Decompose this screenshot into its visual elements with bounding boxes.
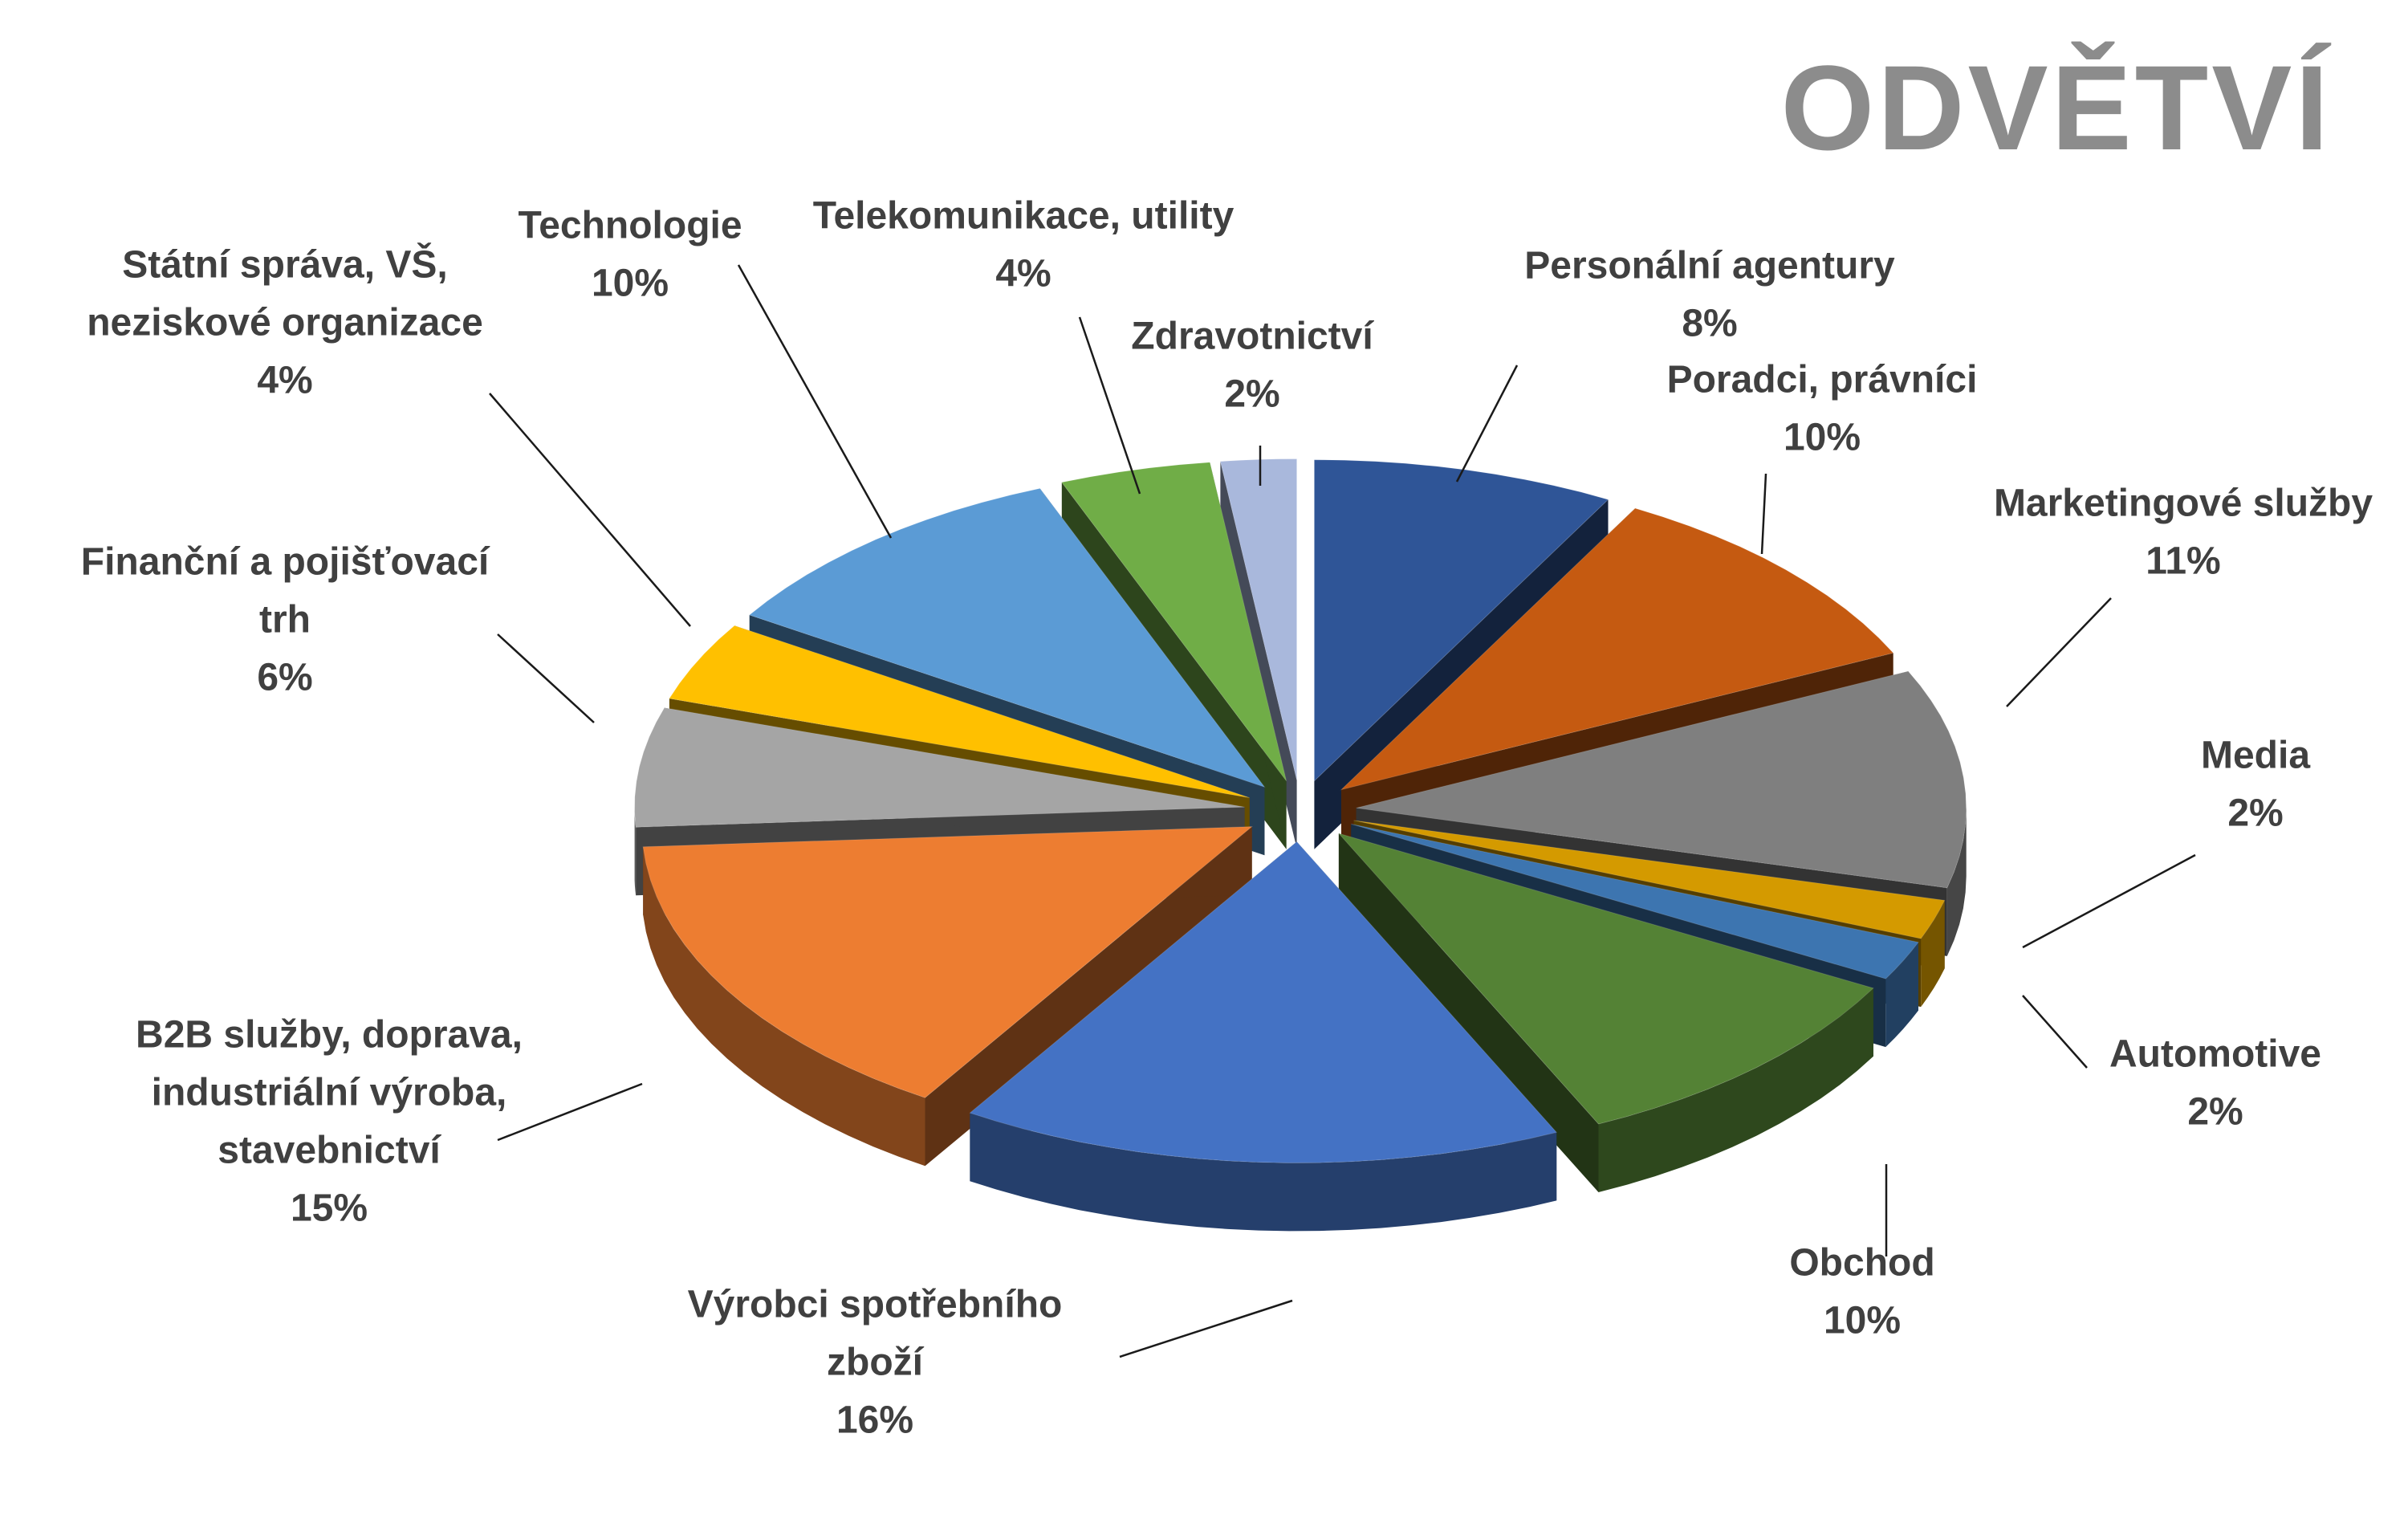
leader-line-2 bbox=[2006, 597, 2112, 707]
slice-label-4-line-0: Automotive bbox=[2109, 1033, 2321, 1076]
slice-label-4-line-1: 2% bbox=[2187, 1091, 2243, 1134]
slice-6 bbox=[969, 841, 1558, 1163]
leader-line-6 bbox=[1119, 1299, 1293, 1358]
slice-5-side-1 bbox=[1338, 833, 1599, 1192]
slice-label-3-line-0: Media bbox=[2201, 735, 2310, 777]
slice-label-5-line-0: Obchod bbox=[1789, 1242, 1934, 1285]
slice-label-9-line-0: Státní správa, VŠ, bbox=[122, 242, 448, 287]
slice-label-8-line-1: trh bbox=[259, 599, 311, 641]
leader-line-0 bbox=[1455, 364, 1519, 483]
slice-10 bbox=[748, 487, 1266, 788]
slice-label-7-line-2: stavebnictví bbox=[218, 1130, 441, 1172]
leader-line-1 bbox=[1760, 473, 1767, 555]
slice-label-11-line-0: Telekomunikace, utility bbox=[813, 195, 1235, 238]
leader-line-4 bbox=[2022, 995, 2088, 1069]
slice-7 bbox=[642, 826, 1254, 1098]
slice-4-wall-0 bbox=[1885, 942, 1918, 1048]
slice-label-0-line-1: 8% bbox=[1682, 303, 1737, 345]
slice-label-7-line-0: B2B služby, doprava, bbox=[136, 1014, 523, 1057]
slice-12 bbox=[1219, 458, 1298, 780]
slice-7-side-0 bbox=[925, 826, 1252, 1167]
slice-label-11-line-1: 4% bbox=[995, 253, 1051, 295]
leader-line-8 bbox=[497, 633, 595, 723]
slice-label-2-line-1: 11% bbox=[2146, 540, 2220, 583]
slice-label-5-line-1: 10% bbox=[1824, 1300, 1901, 1342]
slice-4 bbox=[1351, 823, 1919, 979]
slice-label-12-line-1: 2% bbox=[1224, 373, 1279, 416]
slice-label-7-line-1: industriální výroba, bbox=[152, 1072, 507, 1114]
leader-line-9 bbox=[489, 393, 691, 627]
slice-label-6-line-1: zboží bbox=[827, 1342, 925, 1384]
slice-6-wall-0 bbox=[970, 1113, 1557, 1232]
leader-line-10 bbox=[737, 264, 893, 539]
slice-8-wall-0 bbox=[634, 807, 637, 896]
slice-label-10-line-0: Technologie bbox=[518, 205, 742, 247]
leader-line-7 bbox=[497, 1082, 643, 1142]
slice-label-6-line-2: 16% bbox=[836, 1399, 913, 1442]
slice-label-12-line-0: Zdravotnictví bbox=[1131, 316, 1374, 358]
slice-label-10-line-1: 10% bbox=[592, 263, 669, 305]
slice-label-9-line-1: neziskové organizace bbox=[87, 302, 483, 344]
slice-label-8-line-0: Finanční a pojišťovací bbox=[81, 541, 490, 584]
slice-label-2-line-0: Marketingové služby bbox=[1994, 483, 2373, 525]
slice-label-1-line-1: 10% bbox=[1784, 417, 1861, 459]
slice-7-wall-0 bbox=[643, 846, 925, 1167]
chart-title: ODVĚTVÍ bbox=[1780, 40, 2332, 175]
slice-3 bbox=[1353, 820, 1946, 939]
slice-2 bbox=[1356, 670, 1967, 889]
slice-label-1-line-0: Poradci, právníci bbox=[1667, 359, 1978, 401]
slice-9 bbox=[669, 625, 1250, 799]
slice-11 bbox=[1060, 462, 1287, 782]
slice-8 bbox=[634, 707, 1245, 828]
slice-3-wall-0 bbox=[1921, 900, 1945, 1008]
slice-label-0-line-0: Personální agentury bbox=[1524, 245, 1895, 287]
slice-label-3-line-1: 2% bbox=[2227, 792, 2283, 835]
leader-line-11 bbox=[1078, 316, 1141, 495]
leader-line-3 bbox=[2022, 853, 2196, 949]
slice-1 bbox=[1340, 507, 1894, 791]
slice-5-wall-0 bbox=[1598, 988, 1873, 1192]
slice-label-8-line-2: 6% bbox=[257, 657, 312, 699]
slice-0 bbox=[1313, 459, 1609, 782]
slice-2-wall-0 bbox=[1946, 808, 1967, 956]
slice-5 bbox=[1337, 833, 1874, 1125]
slice-label-9-line-2: 4% bbox=[257, 360, 312, 402]
slice-label-7-line-3: 15% bbox=[291, 1187, 368, 1230]
slice-label-6-line-0: Výrobci spotřebního bbox=[688, 1284, 1063, 1326]
